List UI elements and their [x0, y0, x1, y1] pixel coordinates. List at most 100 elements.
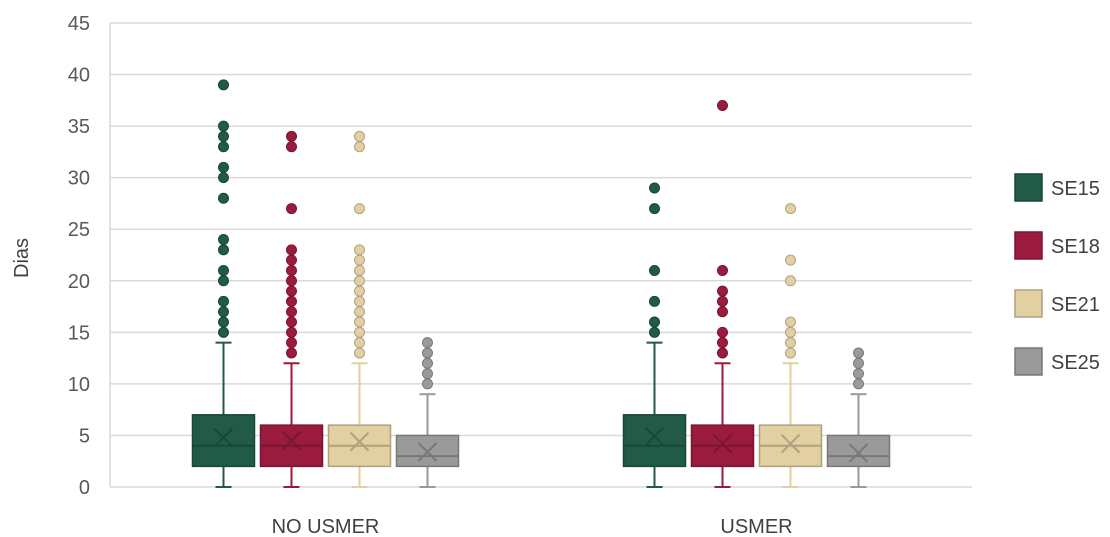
- y-tick-label: 30: [68, 168, 90, 190]
- outlier-point: [286, 326, 297, 338]
- outlier-point: [286, 275, 297, 287]
- outlier-point: [218, 275, 229, 287]
- outlier-point: [785, 203, 796, 215]
- outlier-point: [286, 347, 297, 359]
- gridlines: [110, 22, 972, 437]
- outlier-point: [218, 264, 229, 276]
- outlier-point: [354, 141, 365, 153]
- y-axis-title: Dias: [11, 238, 33, 278]
- outlier-point: [354, 275, 365, 287]
- outlier-point: [649, 295, 660, 307]
- legend-label-se25: SE25: [1051, 352, 1100, 374]
- box-plot-se15: [191, 79, 256, 488]
- outlier-point: [717, 347, 728, 359]
- legend-label-se18: SE18: [1051, 236, 1100, 258]
- box-plot-se25: [826, 347, 891, 488]
- outlier-point: [649, 326, 660, 338]
- y-tick-label: 15: [68, 322, 90, 344]
- outlier-point: [354, 316, 365, 328]
- outlier-point: [218, 141, 229, 153]
- outlier-point: [218, 79, 229, 91]
- mean-marker: [349, 431, 370, 452]
- outlier-point: [717, 295, 728, 307]
- box-plots: [191, 79, 891, 488]
- outlier-point: [785, 337, 796, 349]
- outlier-point: [218, 120, 229, 132]
- outlier-point: [354, 295, 365, 307]
- outlier-point: [717, 306, 728, 318]
- outlier-point: [286, 141, 297, 153]
- outlier-point: [853, 368, 864, 380]
- outlier-point: [853, 357, 864, 369]
- outlier-point: [422, 337, 433, 349]
- outlier-point: [218, 130, 229, 142]
- outlier-point: [422, 347, 433, 359]
- outlier-point: [649, 316, 660, 328]
- outlier-point: [717, 264, 728, 276]
- outlier-point: [785, 275, 796, 287]
- outlier-point: [218, 192, 229, 204]
- outlier-point: [286, 254, 297, 266]
- outlier-point: [717, 285, 728, 297]
- outlier-point: [354, 337, 365, 349]
- outlier-point: [286, 337, 297, 349]
- outlier-point: [354, 254, 365, 266]
- legend: SE15 SE18 SE21 SE25: [1014, 173, 1100, 376]
- outlier-point: [218, 295, 229, 307]
- mean-marker: [848, 443, 869, 463]
- outlier-point: [286, 130, 297, 142]
- outlier-point: [853, 378, 864, 390]
- outlier-point: [785, 347, 796, 359]
- outlier-point: [218, 316, 229, 328]
- outlier-point: [354, 244, 365, 256]
- legend-swatch-se25: [1014, 347, 1043, 376]
- outlier-point: [649, 182, 660, 194]
- outlier-point: [354, 347, 365, 359]
- outlier-point: [354, 264, 365, 276]
- mean-marker: [417, 442, 438, 462]
- outlier-point: [354, 285, 365, 297]
- outlier-point: [422, 368, 433, 380]
- legend-swatch-se15: [1014, 173, 1043, 202]
- mean-marker: [644, 426, 665, 447]
- outlier-point: [286, 295, 297, 307]
- legend-swatch-se18: [1014, 231, 1043, 260]
- mean-marker: [281, 430, 302, 451]
- outlier-point: [218, 244, 229, 256]
- y-tick-label: 20: [68, 271, 90, 293]
- outlier-point: [354, 130, 365, 142]
- outlier-point: [354, 306, 365, 318]
- legend-label-se15: SE15: [1051, 178, 1100, 200]
- outlier-point: [218, 306, 229, 318]
- outlier-point: [717, 326, 728, 338]
- outlier-point: [286, 264, 297, 276]
- y-tick-label: 0: [79, 477, 90, 499]
- outlier-point: [354, 203, 365, 215]
- box-plot-se15: [622, 182, 687, 488]
- mean-marker: [712, 433, 733, 454]
- outlier-point: [785, 254, 796, 266]
- box-plot-se18: [259, 130, 324, 488]
- x-category-label: USMER: [720, 516, 792, 537]
- y-tick-label: 40: [68, 65, 90, 87]
- mean-marker: [780, 433, 801, 454]
- outlier-point: [286, 285, 297, 297]
- y-tick-label: 10: [68, 374, 90, 396]
- box-plot-se21: [758, 203, 823, 488]
- box-plot-se21: [327, 130, 392, 488]
- y-tick-label: 25: [68, 219, 90, 241]
- x-category-label: NO USMER: [272, 516, 380, 537]
- outlier-point: [649, 264, 660, 276]
- outlier-point: [286, 306, 297, 318]
- mean-marker: [213, 427, 234, 448]
- y-tick-label: 45: [68, 13, 90, 35]
- box-plot-se18: [690, 99, 755, 488]
- box-iqr: [622, 414, 687, 468]
- outlier-point: [422, 378, 433, 390]
- y-tick-label: 5: [79, 425, 90, 447]
- outlier-point: [785, 316, 796, 328]
- outlier-point: [422, 357, 433, 369]
- axes: 0 5 10 15 20 25 30 35 40 45 NO USMER USMER: [68, 13, 972, 537]
- outlier-point: [853, 347, 864, 359]
